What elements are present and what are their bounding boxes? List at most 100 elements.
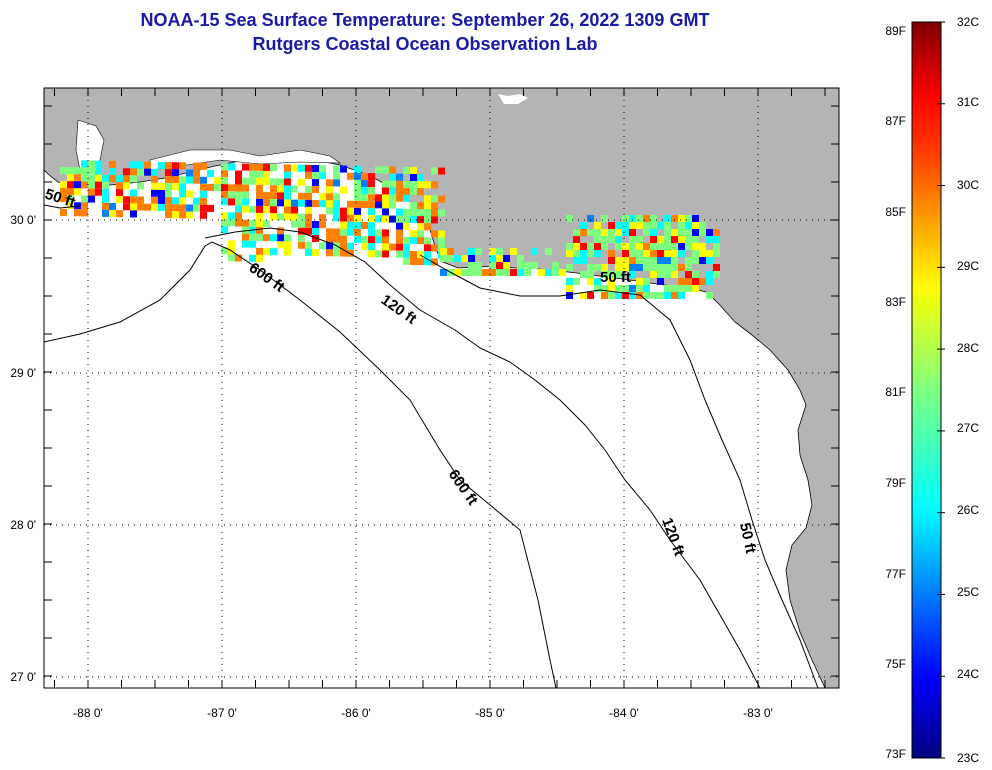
sst-pixel bbox=[340, 221, 347, 229]
f-label: 75F bbox=[885, 657, 906, 671]
sst-pixel bbox=[235, 170, 242, 178]
f-label: 85F bbox=[885, 205, 906, 219]
sst-pixel bbox=[650, 215, 657, 222]
sst-pixel bbox=[172, 204, 179, 212]
sst-pixel bbox=[277, 185, 284, 193]
sst-pixel bbox=[580, 250, 587, 257]
sst-pixel bbox=[636, 236, 643, 243]
sst-pixel bbox=[706, 292, 713, 299]
sst-pixel bbox=[643, 215, 650, 222]
sst-pixel bbox=[298, 241, 305, 249]
sst-pixel bbox=[440, 269, 447, 276]
c-label: 32C bbox=[957, 15, 979, 29]
sst-pixel bbox=[382, 194, 389, 202]
sst-pixel bbox=[699, 250, 706, 257]
sst-pixel bbox=[270, 199, 277, 207]
sst-pixel bbox=[629, 285, 636, 292]
lat-tick-label: 28 0' bbox=[10, 518, 36, 532]
sst-pixel bbox=[249, 254, 256, 262]
sst-pixel bbox=[713, 271, 720, 278]
sst-pixel bbox=[636, 243, 643, 250]
sst-pixel bbox=[713, 250, 720, 257]
colorbar-fahrenheit-labels: 89F 87F 85F 83F 81F 79F 77F 75F 73F bbox=[885, 24, 906, 761]
sst-pixel bbox=[410, 174, 417, 181]
sst-pixel bbox=[340, 235, 347, 243]
sst-pixel bbox=[305, 199, 312, 207]
sst-pixel bbox=[67, 188, 74, 196]
sst-pixel bbox=[298, 213, 305, 221]
sst-pixel bbox=[284, 199, 291, 207]
sst-pixel bbox=[692, 236, 699, 243]
sst-pixel bbox=[165, 204, 172, 212]
map-panel[interactable]: 50 ft 600 ft 120 ft 50 ft 600 ft 120 ft … bbox=[43, 87, 840, 689]
sst-pixel bbox=[312, 172, 319, 180]
sst-pixel bbox=[580, 243, 587, 250]
sst-pixel bbox=[468, 262, 475, 269]
lon-axis: -88 0' -87 0' -86 0' -85 0' -84 0' -83 0… bbox=[73, 706, 773, 720]
sst-pixel bbox=[671, 292, 678, 299]
sst-pixel bbox=[179, 183, 186, 191]
sst-pixel bbox=[629, 292, 636, 299]
sst-pixel bbox=[417, 251, 424, 259]
sst-pixel bbox=[678, 243, 685, 250]
sst-pixel bbox=[566, 250, 573, 257]
sst-pixel bbox=[200, 197, 207, 205]
sst-pixel bbox=[650, 236, 657, 243]
contour-label-50ft-south: 50 ft bbox=[736, 521, 759, 555]
sst-pixel bbox=[643, 222, 650, 229]
sst-pixel bbox=[417, 209, 424, 217]
sst-pixel bbox=[305, 220, 312, 228]
sst-pixel bbox=[650, 264, 657, 271]
sst-pixel bbox=[291, 185, 298, 193]
sst-pixel bbox=[403, 187, 410, 195]
sst-pixel bbox=[368, 222, 375, 230]
sst-pixel bbox=[629, 215, 636, 222]
sst-pixel bbox=[340, 165, 347, 173]
sst-pixel bbox=[643, 243, 650, 250]
sst-pixel bbox=[643, 278, 650, 285]
sst-pixel bbox=[277, 241, 284, 249]
f-label: 77F bbox=[885, 567, 906, 581]
sst-pixel bbox=[221, 191, 228, 199]
sst-pixel bbox=[347, 200, 354, 208]
sst-pixel bbox=[678, 264, 685, 271]
sst-pixel bbox=[256, 226, 263, 234]
sst-pixel bbox=[130, 203, 137, 211]
sst-pixel bbox=[685, 278, 692, 285]
sst-pixel bbox=[615, 285, 622, 292]
sst-pixel bbox=[179, 162, 186, 170]
sst-pixel bbox=[601, 236, 608, 243]
sst-pixel bbox=[424, 258, 431, 266]
sst-pixel bbox=[396, 222, 403, 230]
sst-pixel bbox=[601, 271, 608, 278]
sst-pixel bbox=[545, 248, 552, 255]
lon-tick-label: -85 0' bbox=[475, 706, 505, 720]
sst-pixel bbox=[438, 195, 445, 203]
sst-pixel bbox=[263, 178, 270, 186]
sst-pixel bbox=[88, 167, 95, 175]
sst-pixel bbox=[88, 188, 95, 196]
sst-pixel bbox=[263, 220, 270, 228]
sst-pixel bbox=[88, 195, 95, 203]
sst-pixel bbox=[608, 229, 615, 236]
sst-pixel bbox=[326, 186, 333, 194]
sst-pixel bbox=[424, 223, 431, 231]
sst-pixel bbox=[361, 194, 368, 202]
sst-pixel bbox=[389, 243, 396, 251]
sst-pixel bbox=[629, 236, 636, 243]
sst-pixel bbox=[608, 236, 615, 243]
sst-pixel bbox=[678, 278, 685, 285]
sst-pixel bbox=[622, 264, 629, 271]
sst-pixel bbox=[559, 269, 566, 276]
sst-pixel bbox=[368, 215, 375, 223]
sst-pixel bbox=[256, 247, 263, 255]
sst-pixel bbox=[263, 171, 270, 179]
sst-pixel bbox=[305, 248, 312, 256]
sst-pixel bbox=[410, 209, 417, 216]
sst-pixel bbox=[643, 285, 650, 292]
sst-pixel bbox=[221, 198, 228, 206]
sst-pixel bbox=[410, 237, 417, 244]
sst-pixel bbox=[601, 229, 608, 236]
sst-pixel bbox=[354, 235, 361, 243]
sst-pixel bbox=[81, 160, 88, 168]
